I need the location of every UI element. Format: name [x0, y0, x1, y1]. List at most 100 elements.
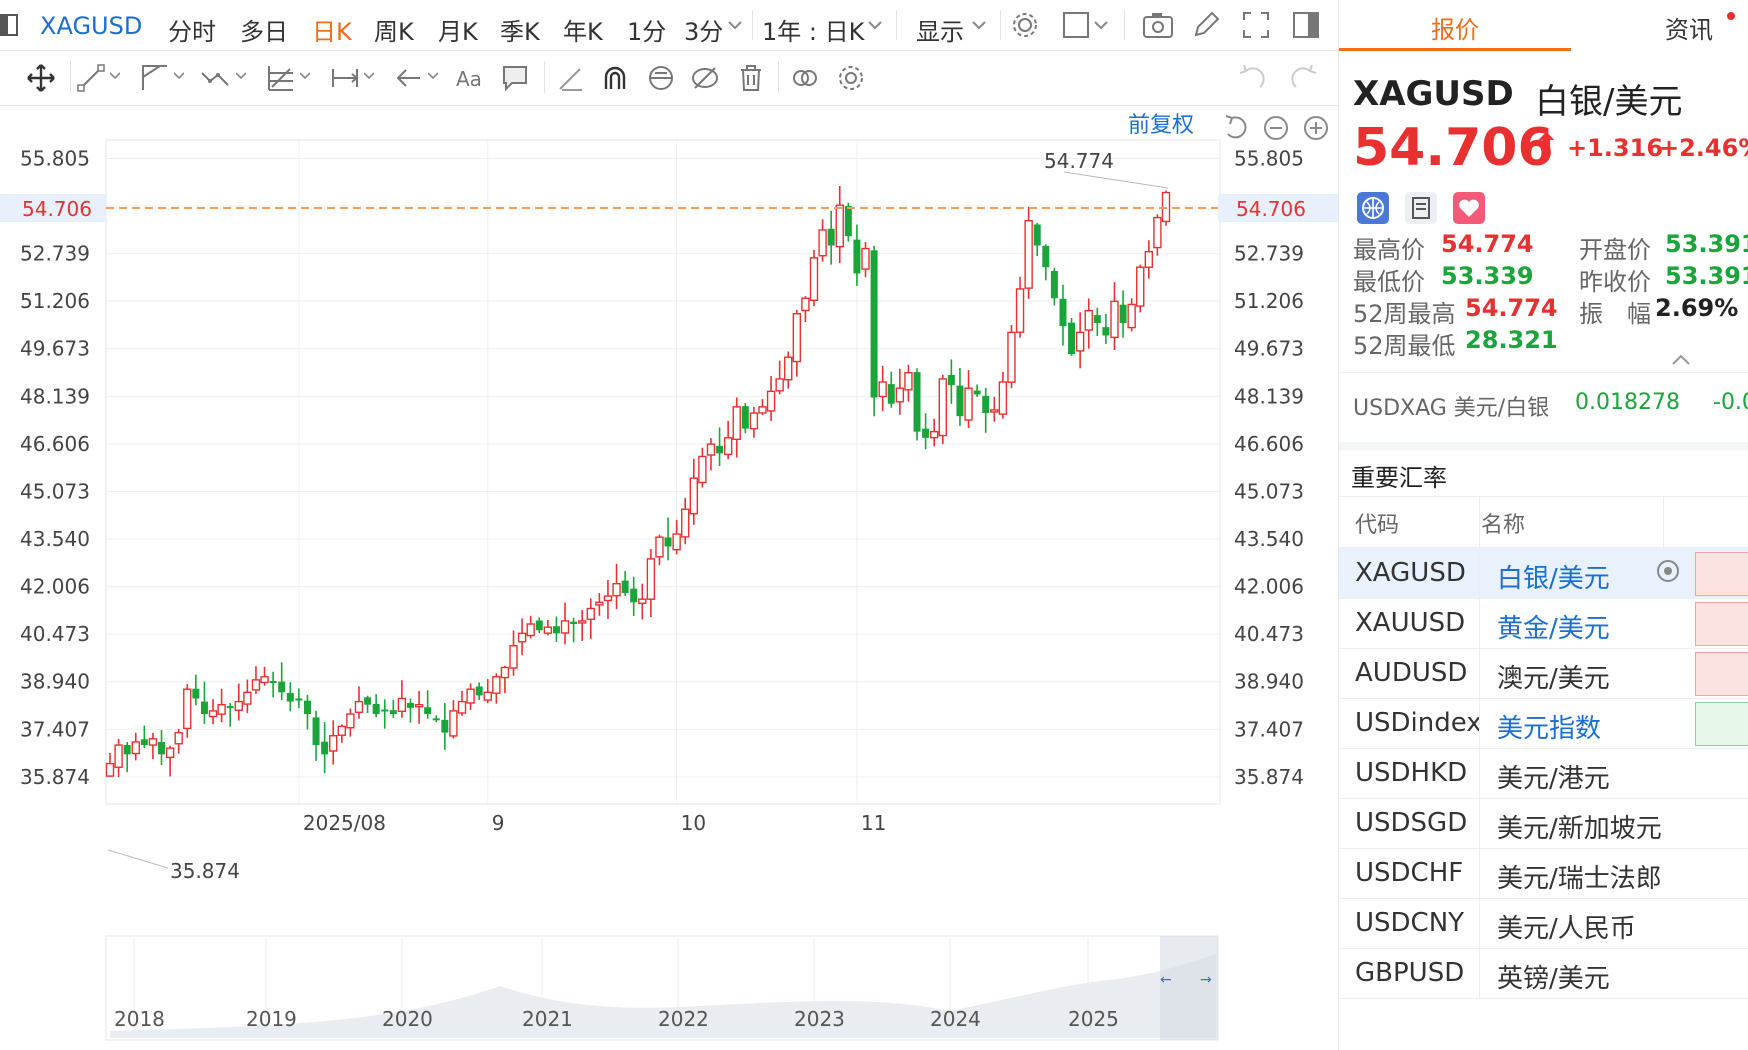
link-icon[interactable] — [790, 63, 820, 93]
candle-body — [887, 384, 895, 404]
y-tick-right: 46.606 — [1234, 432, 1304, 456]
polyline-icon[interactable] — [200, 63, 230, 93]
chevron-down-icon[interactable] — [972, 20, 986, 30]
chevron-down-icon[interactable] — [1094, 20, 1108, 30]
candle-body — [929, 430, 939, 439]
period-tab-multiday[interactable]: 多日 — [240, 18, 288, 46]
chevron-down-icon[interactable] — [174, 71, 184, 81]
stat-value-52w-low: 28.321 — [1465, 326, 1558, 354]
period-tab-1min[interactable]: 1分 — [627, 18, 667, 46]
chevron-down-icon[interactable] — [236, 71, 246, 81]
period-tab-quarterly[interactable]: 季K — [500, 18, 540, 46]
fx-row-usdindex[interactable]: USDindex 美元指数 — [1339, 698, 1748, 749]
overview-left-handle[interactable]: ← — [1160, 972, 1172, 988]
range-select[interactable]: 1年 : 日K — [762, 18, 865, 46]
channel-icon[interactable] — [140, 63, 170, 93]
y-tick-left: 43.540 — [20, 527, 90, 551]
line-icon[interactable] — [76, 63, 106, 93]
panel-toggle-icon[interactable] — [0, 14, 18, 36]
candle-body — [492, 676, 501, 694]
fx-code: USDHKD — [1355, 758, 1468, 788]
chevron-up-icon[interactable] — [1671, 352, 1691, 366]
quote-change: +1.316 — [1567, 134, 1664, 162]
chevron-down-icon[interactable] — [300, 71, 310, 81]
report-icon[interactable] — [1405, 192, 1437, 224]
inverse-quote-label[interactable]: USDXAG 美元/白银 — [1353, 396, 1550, 421]
symbol-label[interactable]: XAGUSD — [40, 12, 143, 40]
fx-row-usdhkd[interactable]: USDHKD 美元/港元 — [1339, 748, 1748, 799]
fx-name[interactable]: 美元指数 — [1497, 714, 1602, 744]
divider — [1339, 372, 1748, 373]
candle-body — [1059, 298, 1067, 327]
period-tab-monthly[interactable]: 月K — [438, 18, 478, 46]
chevron-down-icon[interactable] — [364, 71, 374, 81]
candle-body — [200, 701, 208, 715]
sidebar-icon[interactable] — [1292, 11, 1320, 39]
trash-icon[interactable] — [736, 63, 766, 93]
globe-icon[interactable] — [1357, 192, 1389, 224]
overview-window[interactable] — [1160, 936, 1218, 1040]
period-tab-daily[interactable]: 日K — [312, 18, 352, 46]
move-icon[interactable] — [26, 63, 56, 93]
overview-right-handle[interactable]: → — [1200, 972, 1212, 988]
lock-icon[interactable] — [646, 63, 676, 93]
fx-name[interactable]: 黄金/美元 — [1497, 614, 1610, 644]
last-price-tag-right — [1218, 194, 1338, 222]
fx-row-audusd[interactable]: AUDUSD 澳元/美元 — [1339, 648, 1748, 699]
watch-icon[interactable] — [1657, 560, 1679, 582]
hide-icon[interactable] — [690, 63, 720, 93]
fx-row-usdchf[interactable]: USDCHF 美元/瑞士法郎 — [1339, 848, 1748, 899]
reset-zoom-icon[interactable] — [1225, 115, 1247, 139]
stat-value-low: 53.339 — [1441, 262, 1534, 290]
note-icon[interactable] — [500, 63, 530, 93]
fx-row-usdcny[interactable]: USDCNY 美元/人民币 — [1339, 898, 1748, 949]
chevron-down-icon[interactable] — [728, 20, 742, 30]
fx-name[interactable]: 白银/美元 — [1497, 564, 1610, 594]
fx-row-gbpusd[interactable]: GBPUSD 英镑/美元 — [1339, 948, 1748, 999]
drawing-toolbar: Aa — [0, 51, 1338, 106]
chevron-down-icon[interactable] — [428, 71, 438, 81]
candle-body — [672, 533, 681, 551]
period-tab-weekly[interactable]: 周K — [374, 18, 414, 46]
text-icon[interactable]: Aa — [456, 63, 486, 93]
candle-body — [303, 700, 311, 715]
fib-icon[interactable] — [266, 63, 296, 93]
magnet-icon[interactable] — [600, 63, 630, 93]
arrow-icon[interactable] — [394, 63, 424, 93]
adjust-mode-button[interactable]: 前复权 — [1128, 113, 1194, 138]
fx-code: GBPUSD — [1355, 958, 1465, 988]
pencil-icon[interactable] — [1192, 11, 1220, 39]
candle-body — [414, 704, 424, 708]
redo-icon[interactable] — [1290, 63, 1320, 93]
tab-news[interactable]: 资讯 — [1665, 16, 1713, 44]
candle-body — [784, 356, 793, 381]
fx-row-usdsgd[interactable]: USDSGD 美元/新加坡元 — [1339, 798, 1748, 849]
y-tick-left: 52.739 — [20, 242, 90, 266]
candle-body — [123, 744, 131, 755]
camera-icon[interactable] — [1142, 11, 1174, 39]
display-menu[interactable]: 显示 — [916, 18, 964, 46]
zoom-in-icon[interactable] — [1304, 116, 1328, 140]
high-marker: 54.774 — [1044, 149, 1114, 173]
candlestick-chart[interactable]: 55.80555.80554.27254.27252.73952.73951.2… — [0, 106, 1338, 1050]
tab-quote[interactable]: 报价 — [1431, 16, 1479, 44]
pen-icon[interactable] — [556, 63, 586, 93]
period-tab-timeline[interactable]: 分时 — [168, 18, 216, 46]
chevron-down-icon[interactable] — [868, 20, 882, 30]
layout-icon[interactable] — [1062, 11, 1090, 39]
gear-icon[interactable] — [1010, 10, 1040, 40]
measure-icon[interactable] — [330, 63, 360, 93]
fx-row-xauusd[interactable]: XAUUSD 黄金/美元 — [1339, 598, 1748, 649]
fx-row-xagusd[interactable]: XAGUSD 白银/美元 — [1339, 548, 1748, 599]
settings-icon[interactable] — [836, 63, 866, 93]
candle-body — [148, 738, 158, 746]
period-tab-yearly[interactable]: 年K — [563, 18, 603, 46]
zoom-out-icon[interactable] — [1264, 116, 1288, 140]
overview-navigator[interactable]: ← → 2018 2019 2020 2021 2022 2023 2024 2025 — [105, 935, 1219, 1041]
fullscreen-icon[interactable] — [1242, 11, 1270, 39]
period-tab-3min[interactable]: 3分 — [684, 18, 724, 46]
candle-body — [998, 381, 1008, 415]
undo-icon[interactable] — [1236, 63, 1266, 93]
favorite-heart-icon[interactable] — [1453, 192, 1485, 224]
chevron-down-icon[interactable] — [110, 71, 120, 81]
